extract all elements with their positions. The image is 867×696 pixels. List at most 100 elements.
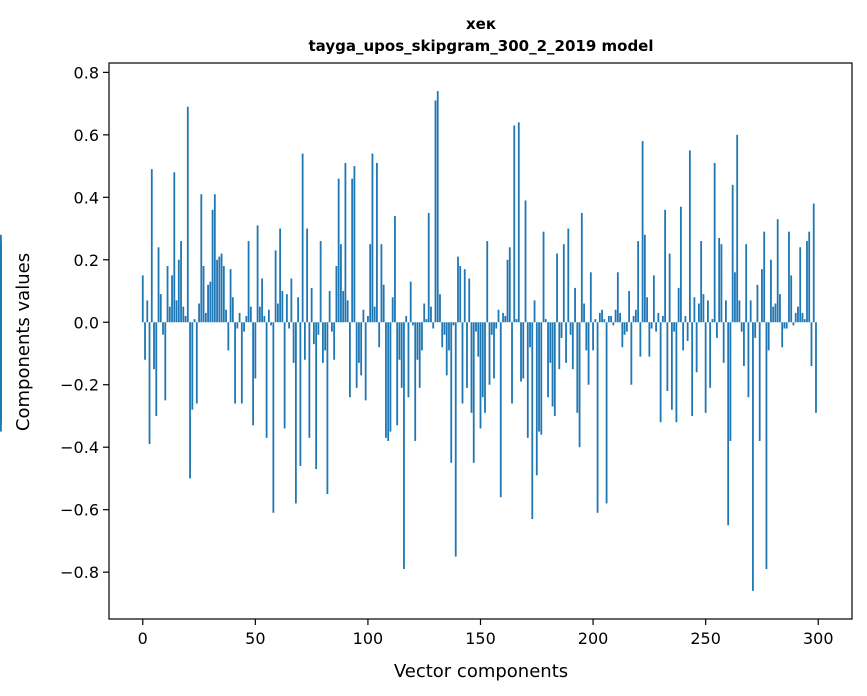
bar — [806, 241, 808, 323]
bar — [457, 256, 459, 323]
bar — [587, 322, 590, 385]
bar — [285, 294, 288, 323]
bar — [434, 100, 437, 323]
bar — [594, 319, 597, 323]
bar — [650, 322, 653, 329]
bar — [779, 294, 781, 323]
bar — [738, 300, 741, 323]
bar — [463, 269, 466, 323]
bar — [344, 162, 347, 323]
bar — [162, 322, 164, 335]
bar — [661, 316, 664, 323]
bar — [200, 194, 203, 323]
bar — [175, 300, 178, 323]
bar — [204, 312, 207, 323]
y-axis-label: Components values — [13, 253, 34, 431]
bar — [725, 300, 727, 323]
x-axis-label: Vector components — [394, 661, 568, 682]
bar — [249, 306, 252, 323]
x-tick-label: 250 — [690, 629, 721, 648]
x-tick-label: 50 — [245, 629, 265, 648]
bar — [443, 322, 446, 335]
y-tick-label: 0.8 — [74, 63, 99, 82]
bar — [693, 297, 696, 323]
bar — [369, 244, 372, 323]
bar — [355, 322, 358, 388]
bar — [157, 247, 160, 323]
bar — [490, 322, 493, 335]
bar — [317, 322, 320, 335]
bar — [416, 322, 419, 360]
bar — [610, 316, 612, 323]
bar — [630, 322, 633, 385]
bar — [664, 209, 667, 323]
bar — [799, 247, 802, 323]
bar — [385, 322, 387, 438]
bar — [452, 322, 455, 326]
bar — [801, 312, 804, 323]
bar — [168, 306, 171, 323]
bar — [547, 322, 549, 398]
bar — [716, 322, 718, 338]
chart-title: хек — [466, 15, 496, 33]
bar — [632, 316, 635, 323]
bar — [294, 322, 297, 504]
bar — [574, 287, 576, 323]
bar — [315, 322, 318, 470]
bar — [279, 228, 282, 323]
bar — [326, 322, 329, 495]
bar — [245, 316, 248, 323]
bar — [290, 278, 293, 323]
bar — [567, 228, 570, 323]
bar — [328, 291, 331, 323]
bar — [486, 241, 489, 323]
bars-layer — [0, 91, 817, 591]
bar — [276, 303, 279, 323]
bar — [394, 216, 396, 323]
bar — [436, 91, 439, 323]
bar — [815, 322, 817, 413]
bar — [621, 322, 624, 348]
bar — [682, 322, 685, 351]
bar — [731, 184, 734, 323]
bar — [180, 241, 182, 323]
bar — [222, 266, 225, 323]
bar — [231, 297, 234, 323]
bar — [619, 312, 621, 323]
bar — [414, 322, 417, 441]
y-tick-label: −0.8 — [60, 563, 99, 582]
bar — [448, 322, 450, 351]
bar — [146, 300, 149, 323]
bar — [758, 322, 761, 441]
bar — [643, 234, 646, 323]
bar — [641, 141, 644, 323]
bar — [195, 322, 198, 404]
bar — [351, 178, 354, 323]
bar — [297, 297, 300, 323]
bar — [198, 303, 200, 323]
bar — [367, 316, 369, 323]
x-tick-label: 200 — [578, 629, 609, 648]
bar — [340, 244, 342, 323]
bar — [571, 322, 574, 370]
bar — [605, 322, 608, 504]
bar — [560, 322, 563, 338]
bar — [625, 322, 628, 332]
bar — [150, 169, 153, 323]
bar — [153, 322, 155, 370]
bar — [531, 322, 534, 520]
chart-subtitle: tayga_upos_skipgram_300_2_2019 model — [309, 37, 654, 55]
bar — [166, 266, 169, 323]
bar — [752, 322, 754, 591]
bar — [171, 275, 173, 323]
bar — [209, 281, 212, 323]
x-axis: 0 50 100 150 200 250 300 — [138, 619, 834, 648]
bar — [589, 272, 592, 323]
bar — [479, 322, 482, 429]
bar — [267, 309, 270, 323]
bar — [524, 200, 527, 323]
bar — [466, 322, 468, 388]
bar — [670, 322, 673, 410]
bar — [781, 322, 784, 348]
